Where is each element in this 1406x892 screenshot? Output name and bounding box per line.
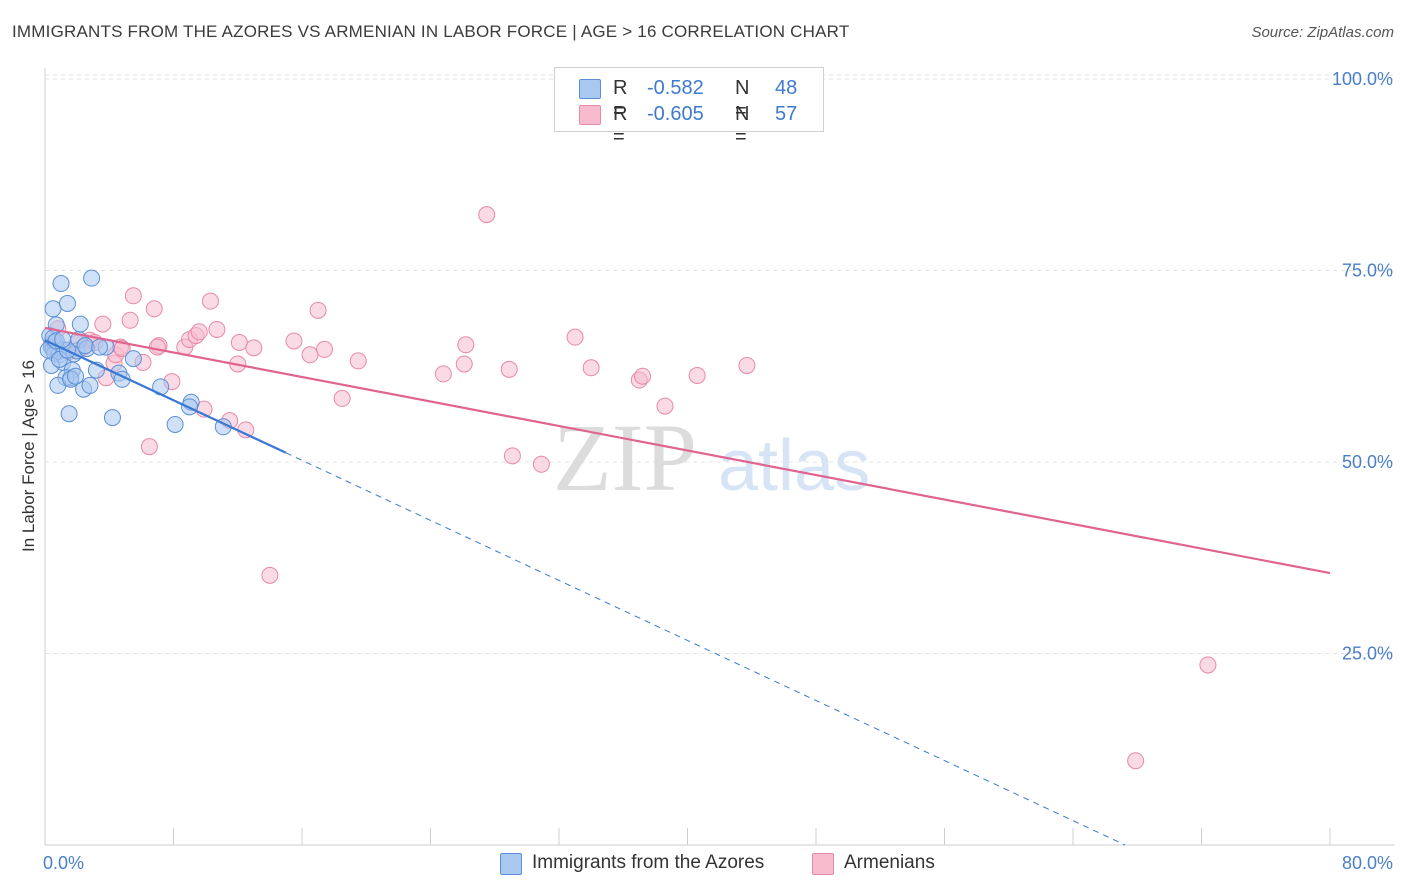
- bottom-legend-swatch-blue: [500, 853, 522, 875]
- azores-point: [52, 275, 70, 293]
- armenians-point: [503, 447, 521, 465]
- source-label: Source: ZipAtlas.com: [1251, 24, 1394, 41]
- armenians-point: [148, 338, 166, 356]
- watermark-zip: ZIP: [553, 404, 697, 511]
- armenians-point: [434, 365, 452, 383]
- armenians-point: [245, 339, 263, 357]
- legend-swatch-blue: [579, 79, 601, 99]
- azores-point: [103, 409, 121, 427]
- armenians-point: [145, 300, 163, 318]
- y-axis-label: In Labor Force | Age > 16: [19, 360, 38, 552]
- legend-r-value: -0.582: [647, 77, 704, 99]
- armenians-point: [455, 355, 473, 373]
- legend-n-label: N =: [735, 77, 750, 122]
- y-tick-label: 75.0%: [1342, 261, 1393, 281]
- armenians-point: [140, 438, 158, 456]
- legend-n-value: 48: [775, 77, 798, 99]
- y-tick-label: 50.0%: [1342, 452, 1393, 472]
- armenians-point: [230, 334, 248, 352]
- azores-point: [71, 315, 89, 333]
- bottom-legend-label-armenians: Armenians: [844, 852, 935, 873]
- armenians-point: [478, 206, 496, 224]
- armenians-point: [532, 455, 550, 473]
- armenians-point: [237, 421, 255, 439]
- azores-trend-line: [44, 339, 287, 454]
- armenians-point: [201, 292, 219, 310]
- azores-point: [166, 415, 184, 433]
- watermark-atlas: atlas: [718, 426, 870, 506]
- grid: [45, 74, 1395, 654]
- axes: [44, 68, 1395, 846]
- azores-point: [76, 337, 94, 355]
- y-tick-label: 100.0%: [1332, 69, 1393, 89]
- legend-r-label: R =: [613, 77, 628, 122]
- armenians-point: [738, 356, 756, 374]
- armenians-point: [309, 301, 327, 319]
- armenians-trend-line: [44, 326, 1331, 575]
- armenians-point: [656, 397, 674, 415]
- azores-point: [58, 294, 76, 312]
- bottom-legend-label-azores: Immigrants from the Azores: [532, 852, 765, 873]
- azores-point: [124, 350, 142, 368]
- x-tick-label: 80.0%: [1342, 853, 1393, 873]
- chart-title: IMMIGRANTS FROM THE AZORES VS ARMENIAN I…: [12, 22, 850, 41]
- armenians-point: [457, 336, 475, 354]
- legend-r-label: R =: [613, 103, 628, 148]
- legend-n-label: N =: [735, 103, 750, 148]
- y-tick-label: 25.0%: [1342, 644, 1393, 664]
- armenians-point: [500, 360, 518, 378]
- armenians-point: [285, 332, 303, 350]
- bottom-legend-swatch-pink: [812, 853, 834, 875]
- armenians-point: [1127, 752, 1145, 770]
- armenians-point: [315, 340, 333, 358]
- armenians-point: [582, 359, 600, 377]
- armenians-point: [688, 366, 706, 384]
- azores-point: [83, 269, 101, 287]
- watermark: ZIP atlas: [553, 404, 870, 511]
- azores-point: [44, 300, 62, 318]
- trend-lines: [44, 326, 1331, 846]
- armenians-point: [261, 566, 279, 584]
- armenians-point: [349, 352, 367, 370]
- armenians-point: [121, 311, 139, 329]
- legend-r-value: -0.605: [647, 103, 704, 125]
- azores-point: [60, 405, 78, 423]
- armenians-point: [208, 320, 226, 338]
- azores-point: [91, 338, 109, 356]
- armenians-point: [333, 389, 351, 407]
- armenians-point: [190, 323, 208, 341]
- correlation-legend: R = -0.582 N = 48 R = -0.605 N = 57: [554, 67, 824, 148]
- azores-point: [81, 376, 99, 394]
- armenians-point: [124, 287, 142, 305]
- legend-swatch-pink: [579, 105, 601, 125]
- armenians-point: [634, 367, 652, 385]
- x-tick-label: 0.0%: [43, 853, 84, 873]
- armenians-point: [1199, 656, 1217, 674]
- tick-labels: 25.0% 50.0% 75.0% 100.0% 0.0% 80.0% In Labor F…: [19, 69, 1393, 873]
- armenians-point: [94, 315, 112, 333]
- armenians-point: [566, 328, 584, 346]
- azores-trend-extrapolation: [285, 452, 1126, 846]
- legend-n-value: 57: [775, 103, 798, 125]
- armenians-point: [301, 346, 319, 364]
- azores-point: [67, 367, 85, 385]
